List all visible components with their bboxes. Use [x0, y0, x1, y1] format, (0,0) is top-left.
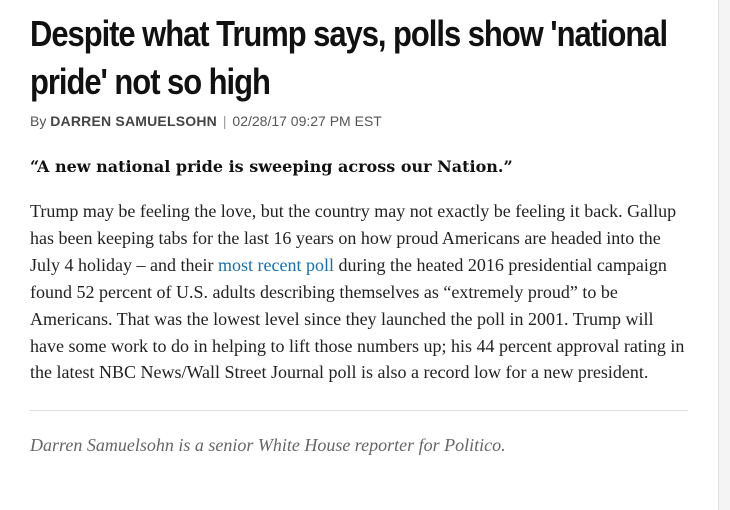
byline-author[interactable]: DARREN SAMUELSOHN — [50, 113, 217, 129]
scrollbar-gutter[interactable] — [719, 0, 730, 510]
body-text-after-link: during the heated 2016 presidential camp… — [30, 254, 685, 383]
body-text-before-link: Trump may be feeling the love, but the c… — [30, 201, 677, 275]
byline: By DARREN SAMUELSOHN | 02/28/17 09:27 PM… — [30, 112, 690, 130]
byline-separator: | — [222, 113, 227, 129]
byline-timestamp: 02/28/17 09:27 PM EST — [232, 113, 382, 129]
author-note: Darren Samuelsohn is a senior White Hous… — [30, 435, 506, 456]
byline-prefix: By — [30, 113, 47, 129]
article: Despite what Trump says, polls show 'nat… — [30, 10, 690, 457]
section-divider — [30, 410, 688, 412]
pull-quote: “A new national pride is sweeping across… — [30, 157, 513, 176]
most-recent-poll-link[interactable]: most recent poll — [217, 254, 334, 275]
article-body-paragraph: Trump may be feeling the love, but the c… — [30, 198, 690, 386]
article-headline: Despite what Trump says, polls show 'nat… — [30, 13, 668, 102]
